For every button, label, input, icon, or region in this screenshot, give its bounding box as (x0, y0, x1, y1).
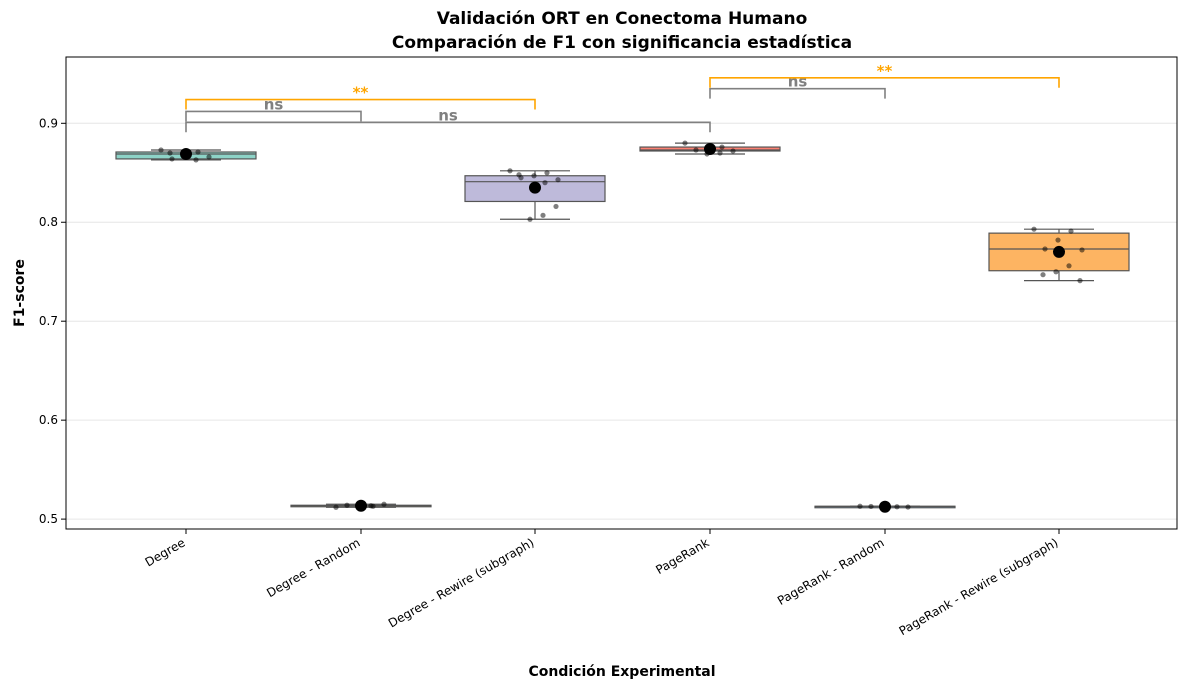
data-point (730, 148, 736, 154)
data-point (531, 173, 537, 179)
box-group (639, 140, 781, 157)
data-point (333, 504, 339, 510)
data-point (894, 504, 900, 510)
x-tick-label: PageRank - Random (775, 535, 887, 607)
data-point (368, 503, 374, 509)
data-point (193, 157, 199, 163)
data-point (1068, 228, 1074, 234)
data-point (544, 170, 550, 176)
x-axis-label: Condición Experimental (528, 664, 715, 680)
y-tick-label: 0.6 (39, 413, 58, 427)
boxes-layer (115, 140, 1130, 513)
box-group (115, 147, 257, 163)
x-tick-label: Degree - Rewire (subgraph) (386, 535, 537, 630)
x-tick-label: Degree (143, 535, 188, 569)
significance-label: ns (264, 95, 284, 113)
data-point (1042, 246, 1048, 252)
bracket-line (709, 87, 886, 99)
data-point (1040, 272, 1046, 278)
data-point (206, 154, 212, 160)
data-point (1055, 237, 1061, 243)
box-group (464, 168, 606, 222)
gridlines (66, 122, 1177, 520)
data-point (682, 140, 688, 146)
bracket-line (185, 121, 711, 133)
y-tick-label: 0.7 (39, 314, 58, 328)
data-point (1077, 278, 1083, 284)
bracket-line (185, 98, 536, 110)
x-axis: Degree Degree - Random Degree - Rewire (su… (143, 529, 1061, 638)
box-group (988, 226, 1130, 284)
y-tick-label: 0.9 (39, 116, 58, 130)
data-point (905, 504, 911, 510)
y-tick-label: 0.8 (39, 215, 58, 229)
significance-label: ns (438, 106, 458, 124)
data-point (1066, 263, 1072, 269)
mean-marker (1053, 245, 1065, 258)
mean-marker (180, 147, 192, 160)
data-point (553, 203, 559, 210)
data-point (555, 177, 561, 183)
x-tick-label: PageRank (653, 535, 711, 577)
data-point (719, 144, 725, 150)
data-point (344, 502, 350, 508)
bracket-line (185, 110, 362, 122)
mean-marker (529, 181, 541, 194)
data-point (857, 503, 863, 509)
data-point (868, 503, 874, 510)
significance-bracket: ns (709, 73, 886, 99)
data-point (540, 212, 546, 218)
y-tick-label: 0.5 (39, 512, 58, 526)
significance-label: ** (877, 62, 893, 80)
data-point (542, 180, 548, 186)
significance-bracket: ** (709, 62, 1060, 88)
box-group (814, 500, 956, 513)
significance-label: ns (788, 73, 808, 91)
significance-bracket: ns (185, 106, 711, 133)
data-point (516, 172, 522, 178)
data-point (167, 150, 173, 156)
significance-bracket: ** (185, 84, 536, 110)
mean-marker (355, 499, 367, 512)
data-point (169, 156, 175, 162)
box-group (290, 499, 432, 512)
data-point (717, 150, 723, 156)
data-point (1053, 269, 1059, 275)
data-point (1079, 247, 1085, 253)
plot-frame (65, 56, 1178, 530)
y-axis-label: F1-score (12, 259, 28, 327)
data-point (381, 501, 387, 507)
y-axis: 0.5 0.6 0.7 0.8 0.9 (39, 116, 66, 526)
x-tick-label: Degree - Random (264, 535, 362, 600)
data-point (195, 149, 201, 155)
data-point (1031, 226, 1037, 232)
data-point (693, 147, 699, 153)
significance-label: ** (353, 84, 369, 102)
mean-marker (704, 143, 716, 156)
chart-subtitle: Comparación de F1 con significancia esta… (392, 33, 852, 53)
bracket-line (709, 76, 1060, 88)
data-point (527, 216, 533, 222)
data-point (507, 168, 513, 174)
chart-title: Validación ORT en Conectoma Humano (437, 9, 808, 29)
mean-marker (879, 500, 891, 513)
x-tick-label: PageRank - Rewire (subgraph) (897, 535, 1061, 638)
data-point (158, 147, 164, 153)
significance-layer: ns ** ns ns ** (185, 62, 1060, 133)
